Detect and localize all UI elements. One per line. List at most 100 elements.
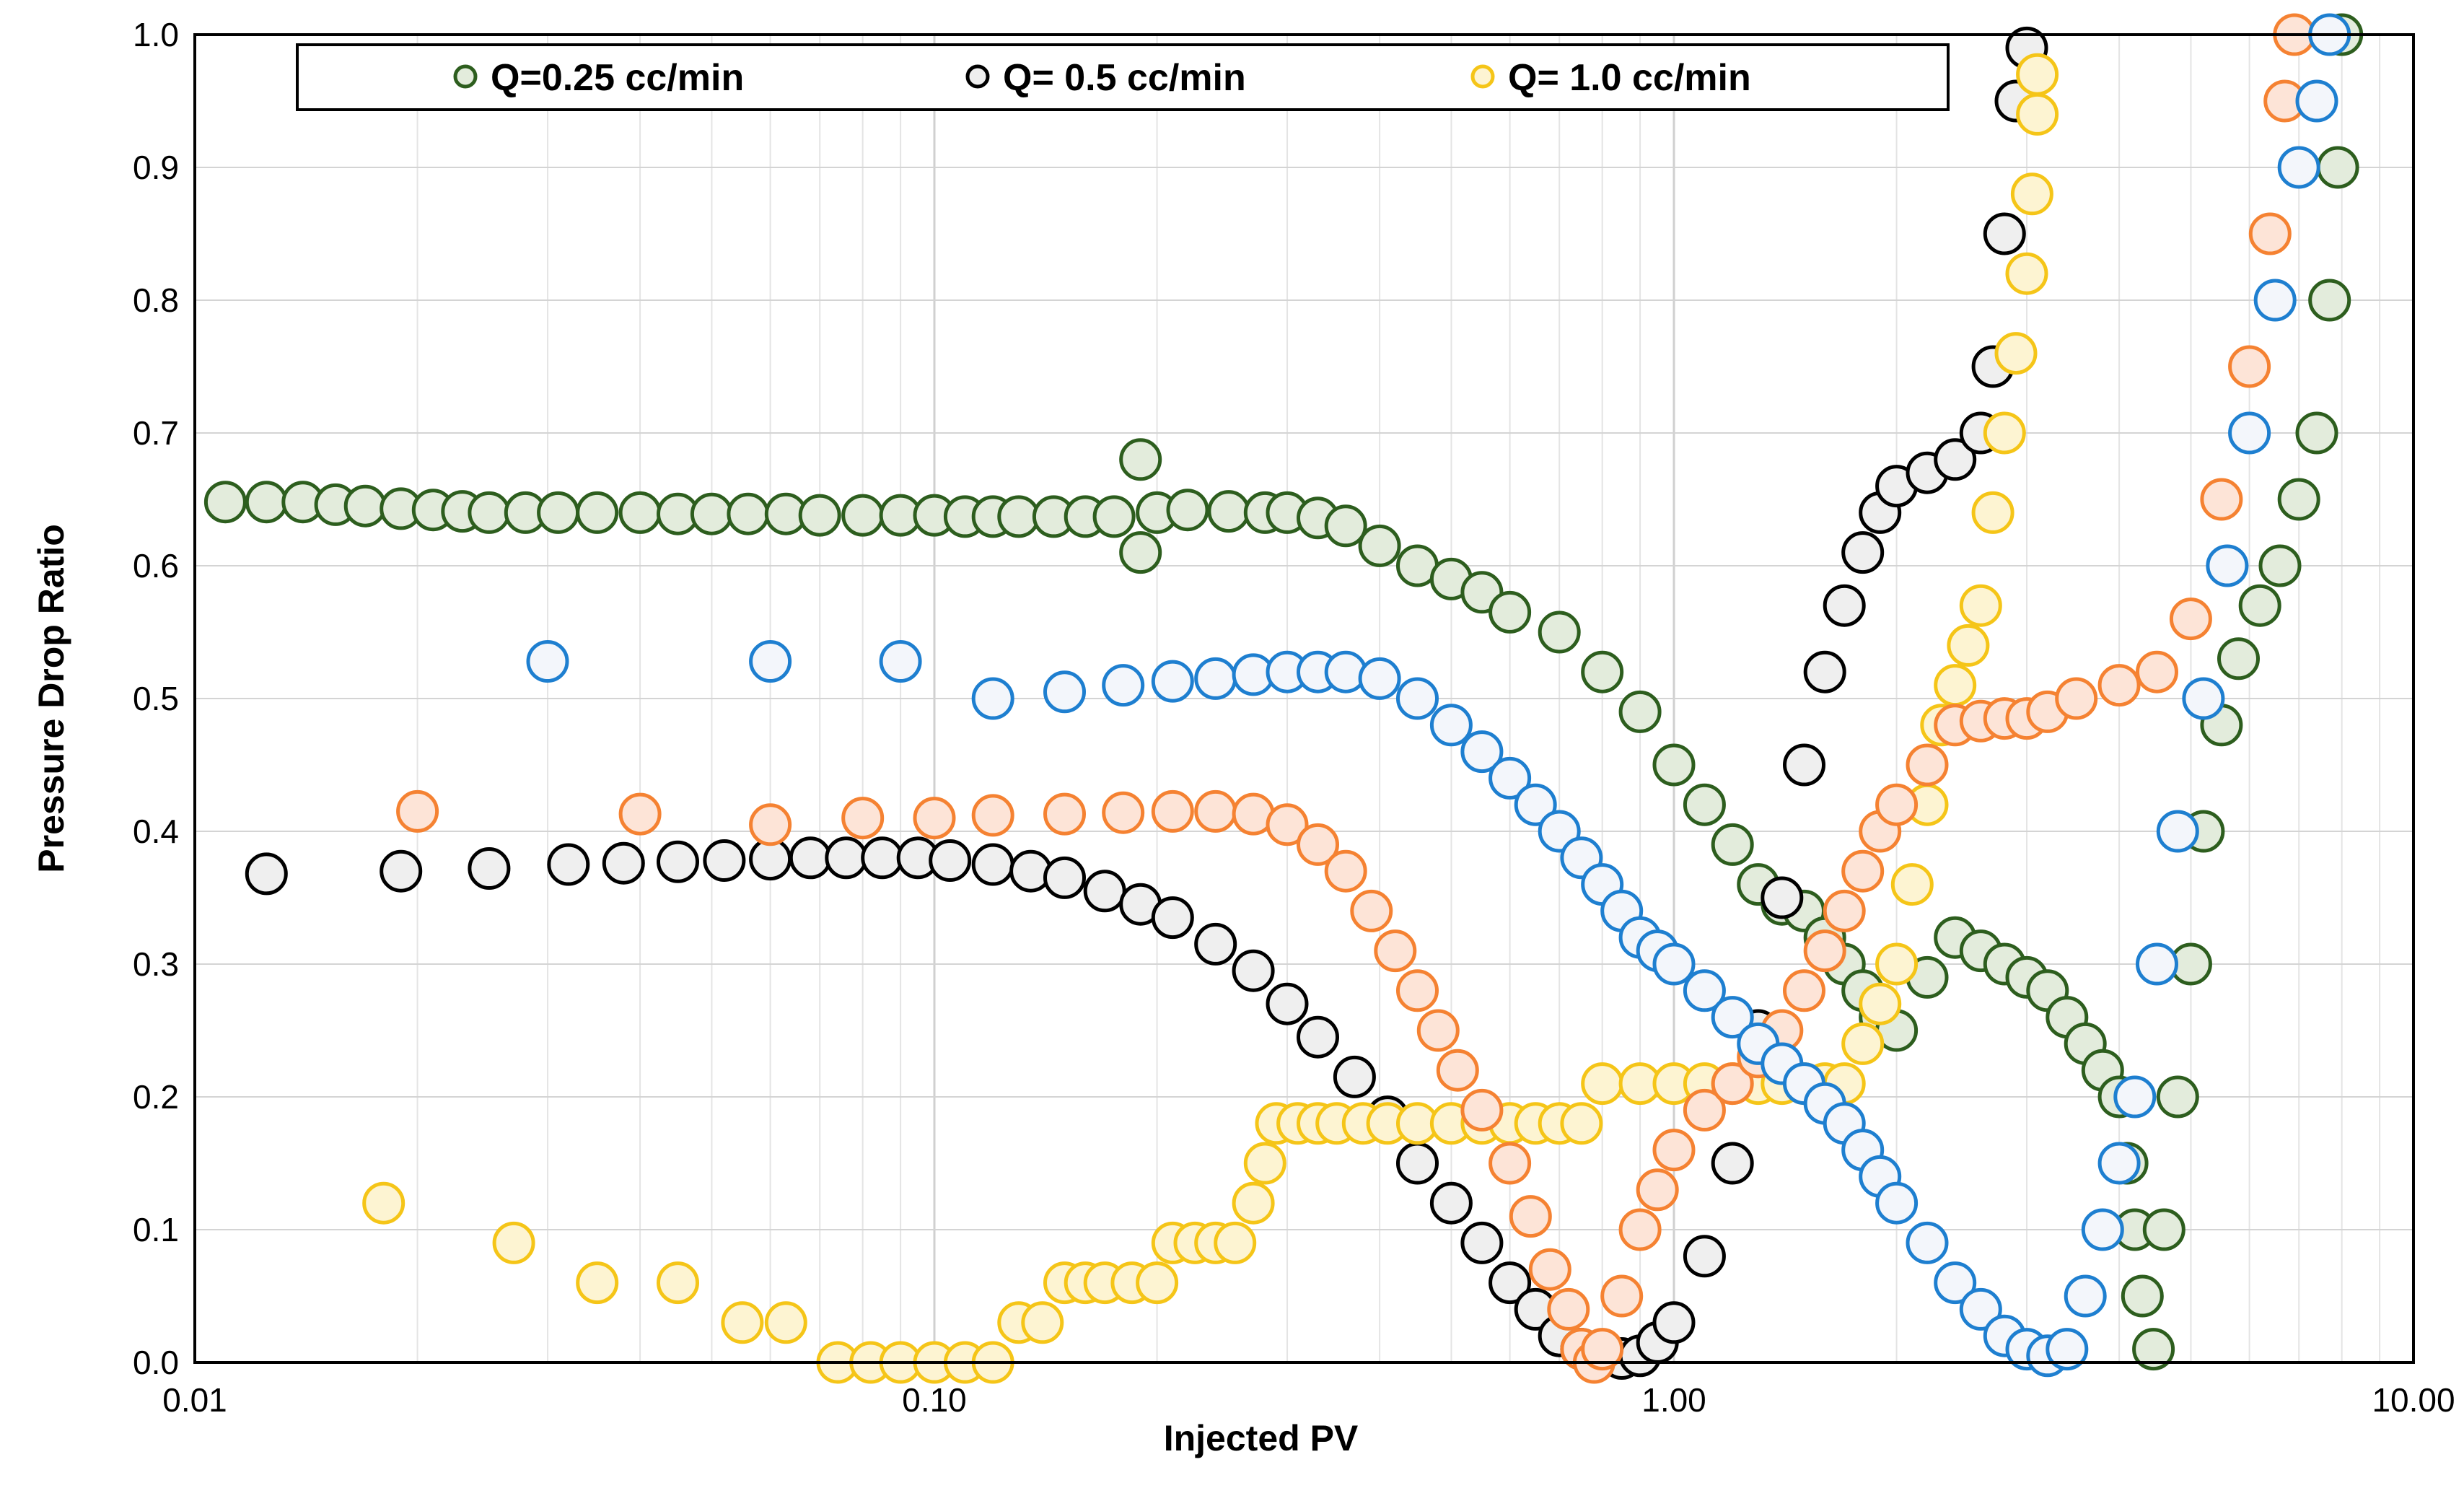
point-blue	[2046, 1328, 2089, 1371]
point-q025	[618, 491, 662, 534]
point-blue	[2228, 411, 2271, 455]
point-q10	[2016, 92, 2059, 136]
point-orange	[749, 803, 792, 846]
point-q05	[602, 841, 645, 885]
y-tick-label: 0.4	[133, 813, 179, 850]
point-q05	[825, 836, 868, 880]
point-orange	[2228, 345, 2271, 388]
point-orange	[1396, 969, 1439, 1012]
legend-label-q025: Q=0.25 cc/min	[491, 57, 744, 99]
point-q05	[1652, 1301, 1696, 1344]
point-blue	[1358, 657, 1401, 700]
point-blue	[2136, 942, 2178, 986]
point-q10	[764, 1301, 807, 1344]
point-blue	[1043, 670, 1086, 714]
point-orange	[1416, 1009, 1460, 1052]
point-q025	[1119, 438, 1162, 481]
legend-label-q05: Q= 0.5 cc/min	[1003, 57, 1246, 99]
y-tick-label: 0.7	[133, 414, 179, 452]
point-orange	[1266, 803, 1309, 846]
point-q05	[1429, 1181, 1473, 1225]
point-q10	[362, 1181, 405, 1225]
point-q05	[1803, 650, 1846, 693]
point-orange	[1102, 791, 1145, 834]
point-blue	[1429, 704, 1473, 747]
point-q10	[1947, 623, 1990, 667]
point-orange	[1151, 789, 1194, 833]
point-q05	[1194, 922, 1237, 966]
point-blue	[879, 640, 922, 683]
point-q025	[727, 492, 770, 535]
point-q025	[1166, 489, 1209, 532]
legend-marker-q05	[965, 64, 990, 89]
point-q10	[1994, 332, 2038, 375]
point-q10	[1875, 942, 1919, 986]
point-q05	[468, 847, 511, 890]
point-q025	[2277, 478, 2320, 521]
point-q025	[468, 491, 511, 534]
point-orange	[2169, 598, 2212, 641]
point-q05	[1043, 856, 1086, 899]
point-orange	[1618, 1208, 1662, 1251]
point-orange	[1875, 783, 1919, 826]
point-orange	[1823, 889, 1866, 932]
point-q05	[1823, 584, 1866, 627]
point-blue	[1194, 657, 1237, 700]
point-q10	[1136, 1261, 1179, 1305]
point-q05	[380, 849, 423, 893]
x-tick-label: 0.10	[902, 1381, 967, 1419]
point-blue	[1460, 730, 1504, 774]
point-q025	[1207, 490, 1250, 533]
point-q10	[721, 1301, 764, 1344]
legend-box	[296, 43, 1950, 111]
point-q05	[1083, 870, 1126, 913]
point-orange	[1581, 1328, 1624, 1371]
point-q025	[576, 491, 619, 534]
point-q05	[1266, 982, 1309, 1025]
legend-marker-q025	[453, 64, 478, 89]
y-axis-title: Pressure Drop Ratio	[31, 524, 71, 872]
point-q05	[971, 843, 1014, 886]
point-q05	[1683, 1235, 1726, 1278]
point-q05	[245, 852, 288, 896]
point-orange	[1374, 929, 1417, 973]
point-orange	[618, 792, 662, 836]
point-blue	[1683, 969, 1726, 1012]
point-q05	[1297, 1015, 1339, 1059]
point-q025	[2132, 1328, 2175, 1371]
point-q10	[2005, 252, 2048, 295]
point-q10	[1971, 491, 2014, 534]
point-q025	[2238, 584, 2281, 627]
point-q10	[1959, 584, 2002, 627]
point-q05	[1460, 1221, 1504, 1264]
y-tick-label: 0.8	[133, 281, 179, 319]
point-q025	[1652, 743, 1696, 787]
y-tick-label: 0.1	[133, 1211, 179, 1248]
point-q025	[690, 492, 733, 535]
point-blue	[2113, 1075, 2157, 1119]
point-orange	[1043, 792, 1086, 836]
point-blue	[1102, 664, 1145, 707]
point-q025	[1711, 823, 1754, 866]
point-q10	[576, 1261, 619, 1305]
point-orange	[1783, 969, 1825, 1012]
point-q05	[861, 836, 904, 880]
point-q05	[1711, 1142, 1754, 1185]
point-blue	[1652, 942, 1696, 986]
point-orange	[1652, 1129, 1696, 1172]
data-series	[203, 13, 2364, 1384]
point-q025	[537, 491, 580, 534]
point-q025	[2295, 411, 2338, 455]
point-q025	[2142, 1208, 2185, 1251]
x-tick-label: 10.00	[2372, 1381, 2455, 1419]
point-q05	[1396, 1142, 1439, 1185]
y-tick-label: 0.3	[133, 945, 179, 983]
point-blue	[2081, 1208, 2124, 1251]
point-orange	[1803, 929, 1846, 973]
point-orange	[1509, 1195, 1552, 1238]
point-q10	[2016, 53, 2059, 96]
point-q025	[1092, 495, 1136, 538]
point-q10	[1890, 863, 1934, 906]
